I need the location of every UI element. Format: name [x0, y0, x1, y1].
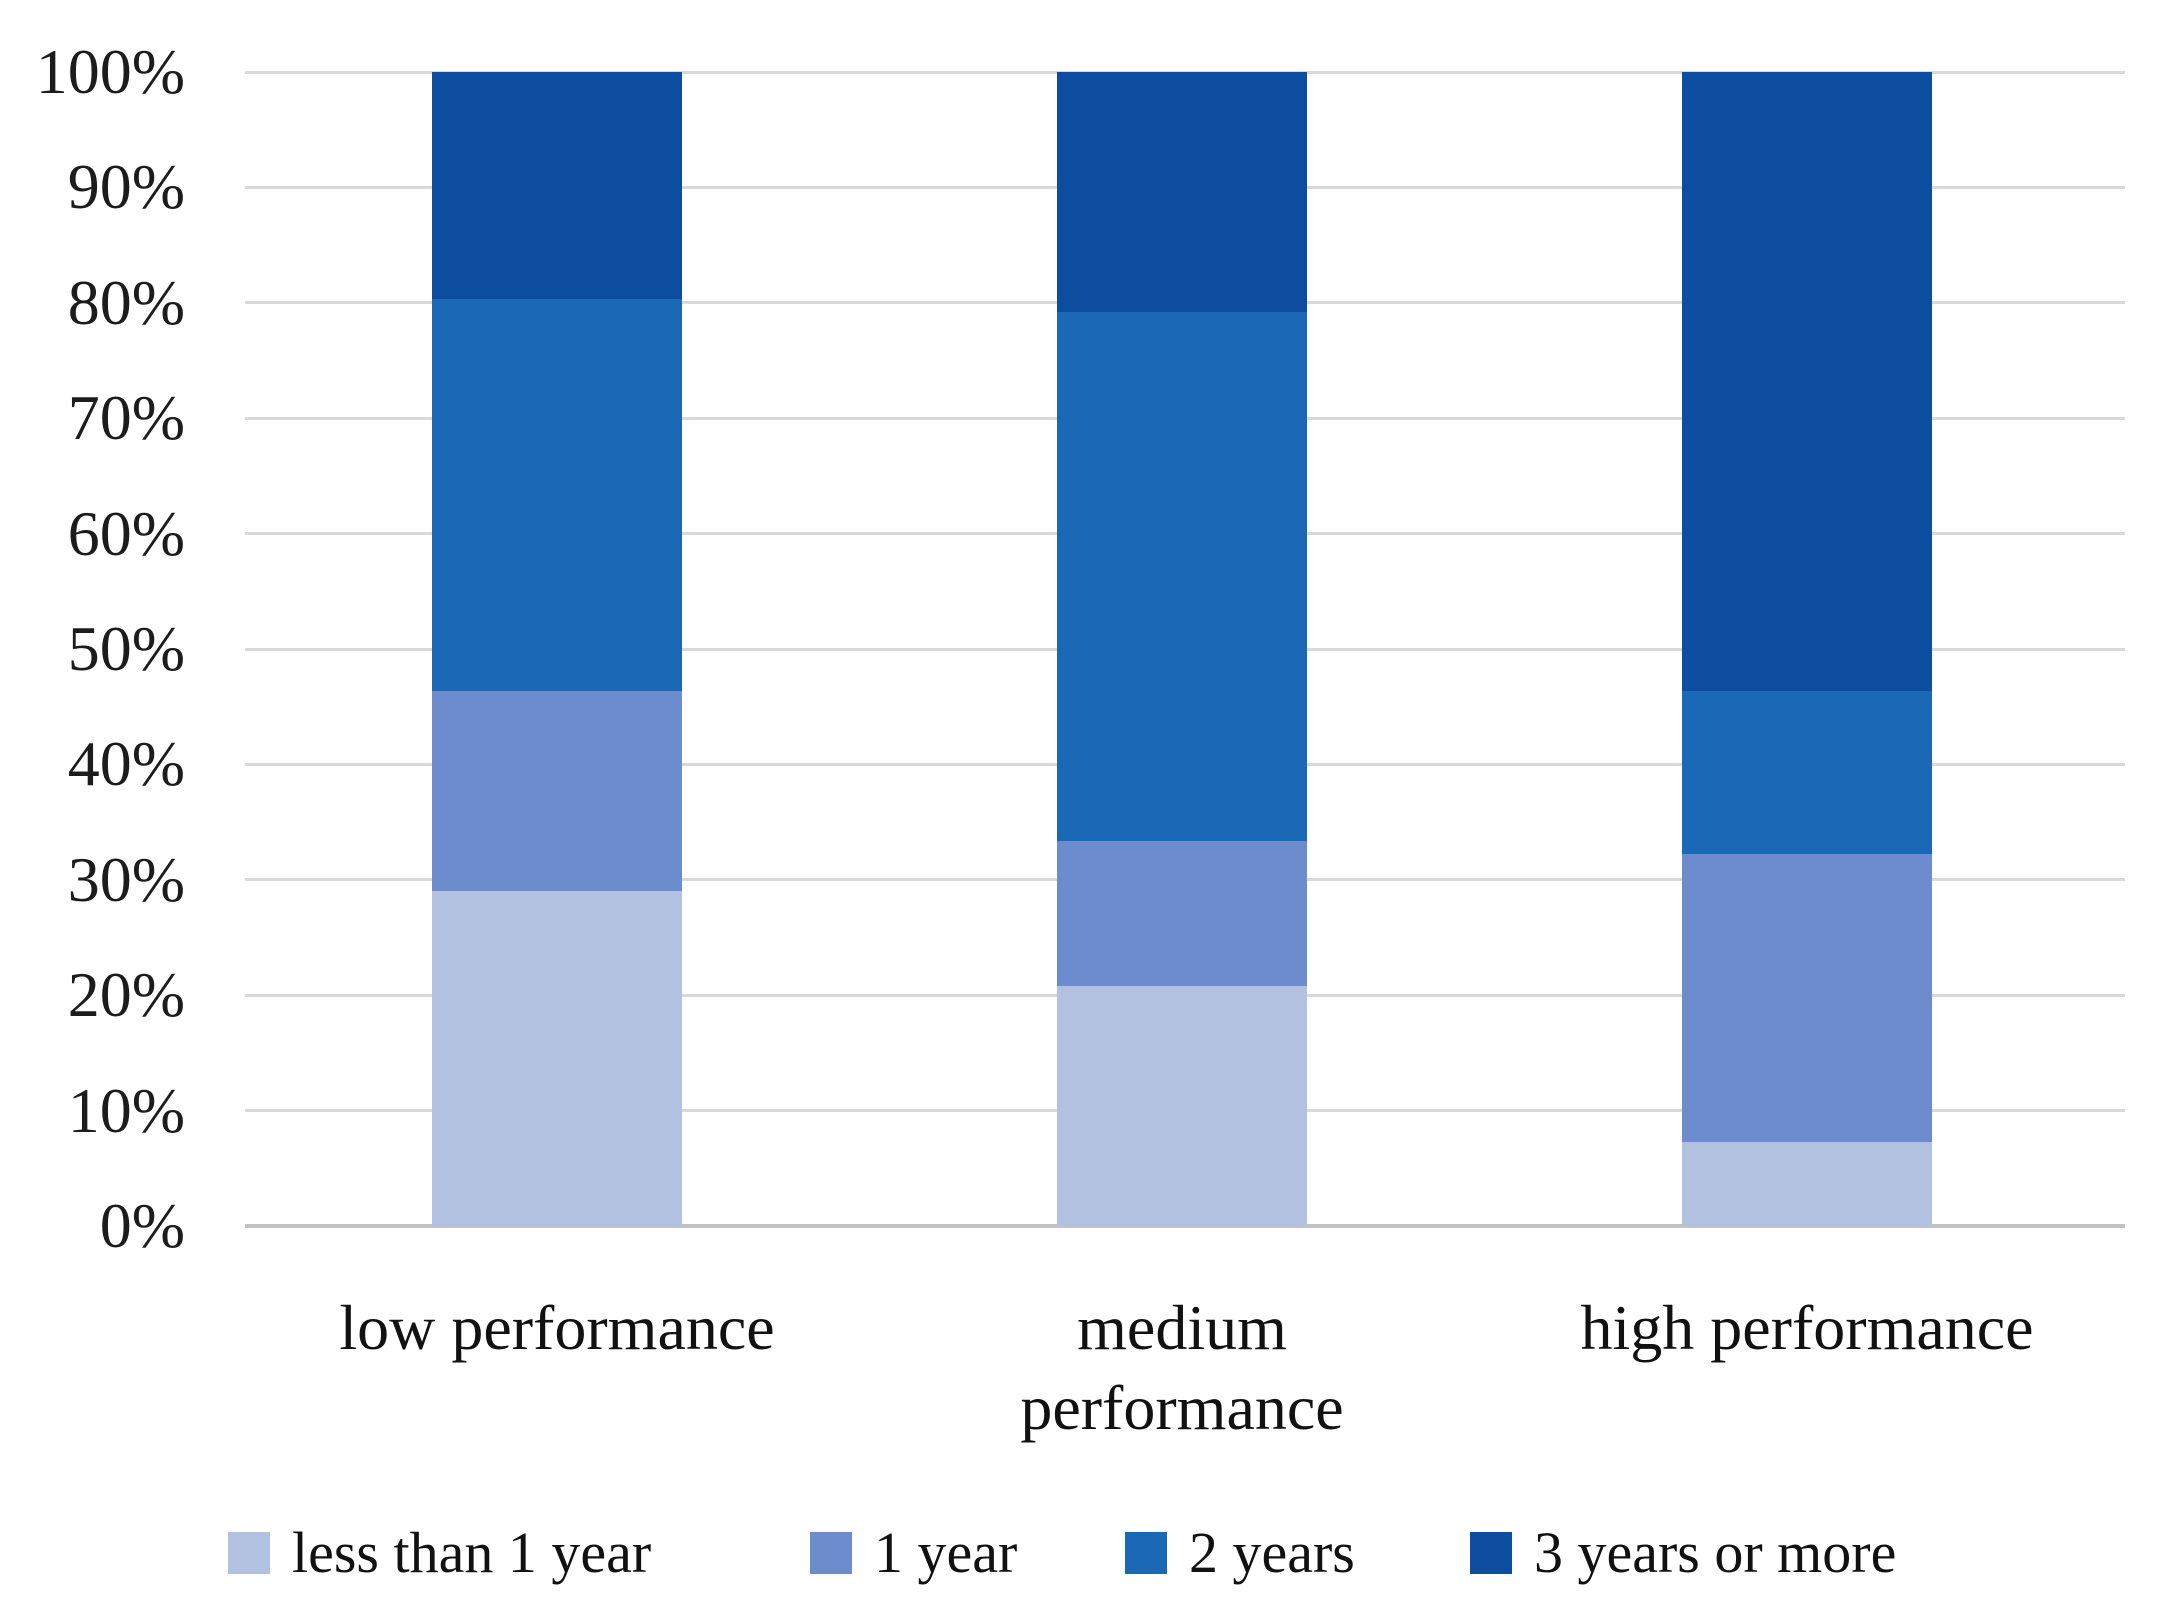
- y-tick-label-80: 80%: [67, 266, 185, 338]
- category-label-high-performance: high performance: [1487, 1288, 2127, 1368]
- segment-high-performance-1-year: [1682, 854, 1932, 1142]
- segment-medium-performance-1-year: [1057, 840, 1307, 986]
- segment-medium-performance-2-years: [1057, 312, 1307, 841]
- y-tick-label-70: 70%: [67, 382, 185, 454]
- legend-label-1-year: 1 year: [874, 1520, 1018, 1585]
- y-tick-label-0: 0%: [99, 1190, 185, 1261]
- segment-low-performance-1-year: [432, 690, 682, 892]
- category-label-low-performance: low performance: [237, 1288, 877, 1368]
- segment-high-performance-less-than-1-year: [1682, 1141, 1932, 1226]
- legend-swatch-less-than-1-year: [228, 1532, 270, 1574]
- segment-low-performance-2-years: [432, 299, 682, 691]
- y-tick-label-10: 10%: [67, 1074, 185, 1146]
- segment-high-performance-3-years-or-more: [1682, 72, 1932, 691]
- y-tick-label-40: 40%: [67, 728, 185, 800]
- category-label-line: medium: [1077, 1292, 1287, 1363]
- legend-item-3-years-or-more: 3 years or more: [1470, 1524, 1896, 1582]
- legend-label-less-than-1-year: less than 1 year: [292, 1520, 652, 1585]
- category-label-line: low performance: [339, 1292, 775, 1363]
- legend-label-3-years-or-more: 3 years or more: [1534, 1520, 1897, 1585]
- category-label-line: performance: [1020, 1372, 1344, 1443]
- segment-medium-performance-3-years-or-more: [1057, 72, 1307, 313]
- segment-low-performance-3-years-or-more: [432, 72, 682, 300]
- x-axis-line: [245, 1224, 2125, 1228]
- legend-item-less-than-1-year: less than 1 year: [228, 1524, 651, 1582]
- y-tick-label-30: 30%: [67, 843, 185, 915]
- legend-swatch-2-years: [1125, 1532, 1167, 1574]
- category-label-line: high performance: [1580, 1292, 2034, 1363]
- y-tick-label-100: 100%: [35, 36, 185, 107]
- segment-high-performance-2-years: [1682, 690, 1932, 855]
- legend-item-1-year: 1 year: [810, 1524, 1017, 1582]
- legend-swatch-3-years-or-more: [1470, 1532, 1512, 1574]
- y-tick-label-50: 50%: [67, 613, 185, 684]
- y-tick-label-90: 90%: [67, 151, 185, 223]
- legend-swatch-1-year: [810, 1532, 852, 1574]
- legend-label-2-years: 2 years: [1189, 1520, 1355, 1585]
- y-tick-label-60: 60%: [67, 497, 185, 569]
- segment-medium-performance-less-than-1-year: [1057, 985, 1307, 1226]
- category-label-medium-performance: medium performance: [862, 1288, 1502, 1448]
- segment-low-performance-less-than-1-year: [432, 891, 682, 1226]
- y-tick-label-20: 20%: [67, 959, 185, 1031]
- legend-item-2-years: 2 years: [1125, 1524, 1355, 1582]
